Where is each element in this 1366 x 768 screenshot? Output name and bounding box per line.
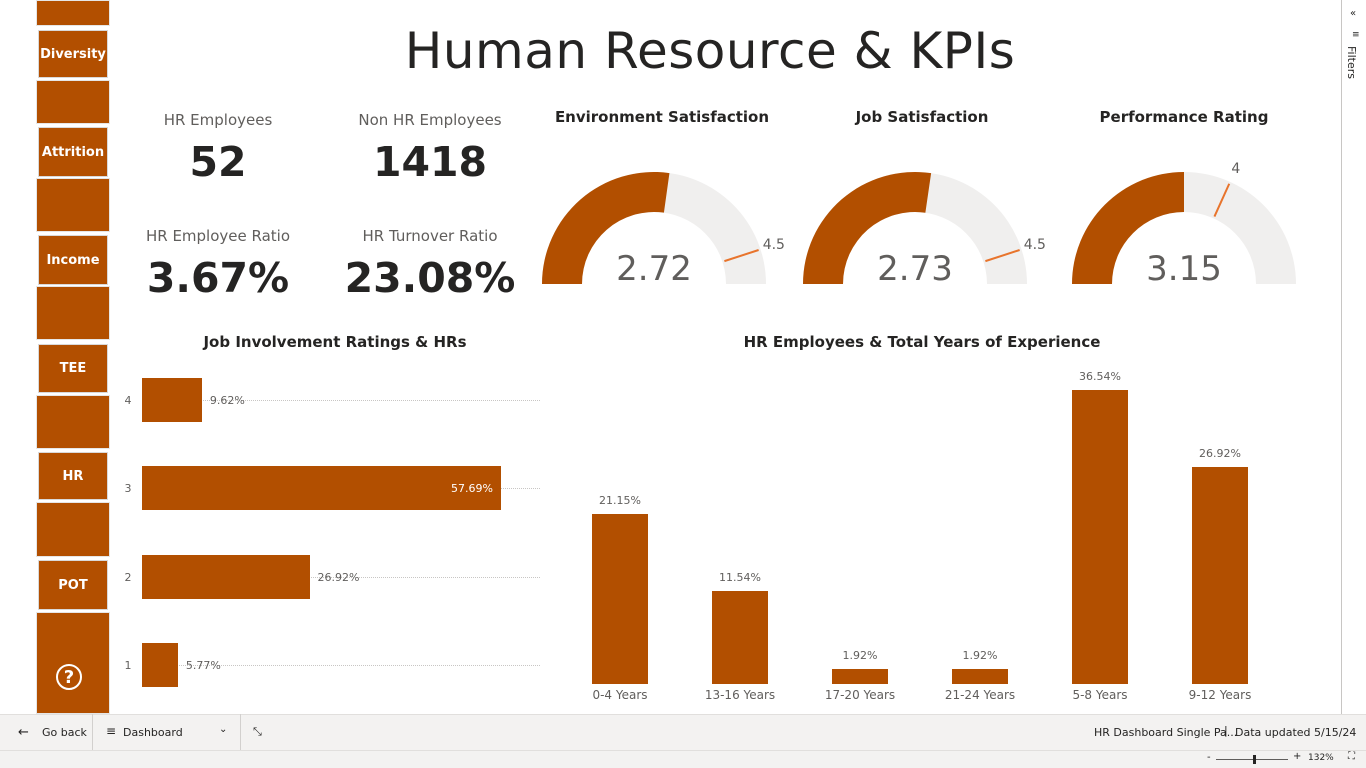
bar-category-label: 2	[124, 571, 132, 584]
chart-title-job-involvement: Job Involvement Ratings & HRs	[203, 333, 467, 351]
collapse-arrows-icon[interactable]: ⤡	[253, 725, 262, 738]
fit-page-icon[interactable]: ⛶	[1348, 751, 1355, 762]
status-bar	[0, 750, 1366, 768]
zoom-slider-thumb[interactable]	[1253, 755, 1256, 764]
bar-value-label: 57.69%	[451, 482, 493, 495]
chevron-down-icon[interactable]: ⌄	[219, 724, 228, 735]
gauge-title: Performance Rating	[1099, 108, 1269, 126]
nav-tile	[36, 0, 110, 26]
bar-value-label: 21.15%	[599, 493, 641, 507]
bar-category-label: 9-12 Years	[1188, 688, 1252, 702]
bar-category-label: 13-16 Years	[704, 688, 776, 702]
gridline	[142, 665, 540, 666]
page-title: Human Resource & KPIs	[404, 22, 1016, 80]
filters-pane[interactable]	[1341, 0, 1366, 714]
bar-category-label: 5-8 Years	[1072, 688, 1128, 702]
nav-button-attrition[interactable]: Attrition	[38, 127, 108, 177]
nav-button-income[interactable]: Income	[38, 235, 108, 285]
zoom-out-button[interactable]: -	[1207, 752, 1211, 763]
gauge-target-label: 4	[1231, 161, 1240, 177]
bar[interactable]	[832, 668, 888, 684]
bar-category-label: 4	[124, 394, 132, 407]
kpi-value: 3.67%	[146, 254, 290, 302]
nav-tile	[36, 178, 110, 232]
nav-tile	[36, 612, 110, 714]
question-icon[interactable]: ?	[56, 664, 82, 690]
zoom-level[interactable]: 132%	[1308, 753, 1334, 763]
divider	[240, 714, 241, 750]
nav-button-diversity[interactable]: Diversity	[38, 30, 108, 78]
nav-tile	[36, 502, 110, 557]
gauge-value: 3.15	[1146, 249, 1222, 289]
filters-label[interactable]: Filters	[1345, 46, 1358, 79]
divider	[92, 714, 93, 750]
bar-category-label: 1	[124, 659, 132, 672]
gauge-title: Job Satisfaction	[855, 108, 989, 126]
kpi-label: HR Employees	[163, 111, 273, 129]
list-icon: ≡	[106, 724, 117, 738]
bottom-toolbar	[0, 714, 1366, 750]
data-updated-text: Data updated 5/15/24	[1235, 726, 1357, 739]
bar[interactable]	[952, 668, 1008, 684]
nav-button-hr[interactable]: HR	[38, 452, 108, 500]
zoom-slider[interactable]	[1216, 759, 1288, 760]
kpi-value: 1418	[372, 138, 488, 186]
bar-value-label: 26.92%	[1199, 447, 1241, 461]
gauge-job-satisfaction: 4.5 2.73	[803, 171, 1046, 289]
gridline	[142, 577, 540, 578]
gauge-target-line	[1213, 183, 1231, 217]
go-back-button[interactable]: Go back	[42, 726, 87, 739]
gauge-fill	[803, 171, 932, 284]
bar-value-label: 9.62%	[209, 394, 245, 407]
bar-value-label: 26.92%	[317, 571, 360, 584]
back-arrow-icon[interactable]: ←	[18, 725, 29, 740]
gauge-value: 2.72	[616, 249, 692, 289]
bar-value-label: 36.54%	[1079, 370, 1121, 383]
gridline	[142, 400, 540, 401]
bar-category-label: 17-20 Years	[824, 688, 896, 702]
bar-value-label: 11.54%	[719, 571, 761, 585]
page-selector[interactable]: Dashboard	[123, 726, 183, 739]
bar[interactable]	[1192, 467, 1248, 684]
bar[interactable]	[142, 378, 202, 422]
nav-tile	[36, 80, 110, 124]
bar[interactable]	[592, 513, 648, 684]
bar[interactable]	[142, 643, 178, 687]
gauge-environment-satisfaction: 4.5 2.72	[542, 172, 785, 289]
gauge-target-line	[724, 249, 759, 263]
kpi-label: HR Employee Ratio	[145, 227, 291, 245]
nav-tile	[36, 395, 110, 449]
collapse-chevron-icon[interactable]: «	[1350, 8, 1357, 19]
gauge-target-label: 4.5	[1024, 237, 1046, 253]
nav-button-tee[interactable]: TEE	[38, 344, 108, 393]
bar-value-label: 1.92%	[962, 648, 998, 662]
gauge-title: Environment Satisfaction	[554, 108, 770, 126]
report-name: HR Dashboard Single Pa...	[1094, 726, 1238, 739]
bar[interactable]	[712, 591, 768, 684]
kpi-label: HR Turnover Ratio	[362, 227, 498, 245]
bar[interactable]	[142, 555, 310, 599]
bar[interactable]	[1072, 390, 1128, 684]
gauge-value: 2.73	[877, 249, 953, 289]
kpi-value: 23.08%	[344, 254, 516, 302]
nav-tile	[36, 286, 110, 340]
bar[interactable]	[142, 466, 501, 510]
gauge-target-label: 4.5	[763, 237, 785, 253]
filter-funnel-icon: ≡	[1352, 30, 1360, 40]
bar-category-label: 0-4 Years	[592, 688, 648, 702]
gauge-performance-rating: 43.15	[1072, 161, 1296, 289]
divider: |	[1224, 724, 1228, 737]
kpi-value: 52	[189, 138, 247, 186]
zoom-in-button[interactable]: +	[1293, 751, 1302, 762]
chart-title-years-experience: HR Employees & Total Years of Experience	[743, 333, 1101, 351]
gauge-fill	[542, 172, 670, 284]
nav-button-pot[interactable]: POT	[38, 560, 108, 610]
bar-category-label: 3	[124, 482, 132, 495]
bar-value-label: 1.92%	[842, 648, 878, 662]
bar-value-label: 5.77%	[185, 659, 221, 672]
gauge-fill	[1072, 172, 1184, 284]
gauge-target-line	[985, 249, 1020, 263]
bar-category-label: 21-24 Years	[944, 688, 1016, 702]
kpi-label: Non HR Employees	[358, 111, 502, 129]
